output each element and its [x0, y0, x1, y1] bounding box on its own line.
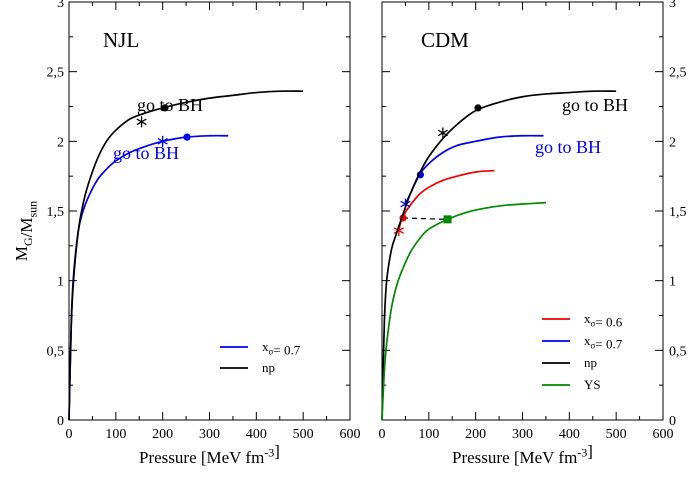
series-line-x-0-7 [404, 134, 544, 205]
x-tick-label: 400 [559, 427, 580, 442]
x-tick-label: 600 [653, 427, 674, 442]
marker-dot-x-0-7 [183, 133, 191, 141]
marker-star-np [136, 116, 147, 128]
x-tick-label: 500 [293, 427, 314, 442]
series-line-np [381, 90, 617, 421]
annotation-go-to-bh: go to BH [137, 95, 203, 115]
dashed-connector-line [403, 217, 448, 220]
y-tick-label: 1 [669, 275, 676, 290]
panel-label-njl: NJL [103, 28, 139, 52]
legend-label-x-0-7: xσ= 0.7 [262, 339, 301, 358]
y-tick-label: 0,5 [669, 344, 687, 359]
x-tick-label: 200 [152, 427, 173, 442]
x-tick-label: 500 [606, 427, 627, 442]
x-tick-label: 600 [340, 427, 361, 442]
legend-label-np: np [584, 355, 597, 370]
y-axis-label: MG/Msun [12, 201, 40, 261]
x-tick-label: 400 [246, 427, 267, 442]
marker-star-np [437, 127, 448, 139]
x-tick-label: 200 [465, 427, 486, 442]
legend-label-x-0-7: xσ= 0.7 [584, 333, 623, 352]
y-tick-label: 1,5 [669, 205, 687, 220]
x-tick-label: 0 [66, 427, 73, 442]
x-tick-label: 100 [105, 427, 126, 442]
x-axis-label: Pressure [MeV fm-3] [139, 442, 280, 467]
x-tick-label: 0 [379, 427, 386, 442]
panel-njl: NJL 0 100 200 300 400 500 600 0 0,5 1 1,5 2 2,5 3 Pres… [12, 0, 361, 467]
y-tick-label: 2,5 [669, 66, 687, 81]
panel-label-cdm: CDM [421, 28, 469, 52]
y-tick-label: 2,5 [47, 66, 65, 81]
y-tick-label: 3 [57, 0, 64, 11]
panel-cdm: CDM 0 100 200 300 400 500 60000,511,522,53Pres… [379, 0, 687, 467]
annotation-go-to-bh: go to BH [113, 143, 179, 163]
y-tick-label: 1 [57, 275, 64, 290]
x-tick-label: 300 [199, 427, 220, 442]
legend-label-x-0-6: xσ= 0.6 [584, 311, 623, 330]
annotation-go-to-bh: go to BH [562, 95, 628, 115]
legend-label-ys: YS [584, 377, 601, 392]
marker-star-x-0-7 [157, 135, 168, 147]
y-tick-label: 0,5 [47, 344, 65, 359]
marker-dot-np [161, 104, 169, 112]
annotation-go-to-bh: go to BH [535, 137, 601, 157]
series-line-np [68, 90, 304, 421]
y-tick-label: 0 [669, 414, 676, 429]
y-tick-label: 0 [57, 414, 64, 429]
plot-frame [381, 1, 664, 421]
legend-label-np: np [262, 360, 275, 375]
x-axis-label: Pressure [MeV fm-3] [452, 442, 593, 467]
y-tick-label: 1,5 [47, 205, 65, 220]
plot-frame [68, 1, 351, 421]
x-tick-label: 100 [418, 427, 439, 442]
x-tick-label: 300 [512, 427, 533, 442]
marker-dot-np [474, 104, 482, 112]
series-line-x-0-7 [68, 134, 229, 421]
y-tick-label: 2 [669, 135, 676, 150]
y-tick-label: 2 [57, 135, 64, 150]
marker-square-ys [443, 215, 452, 224]
y-tick-label: 3 [669, 0, 676, 11]
series-line-ys [381, 201, 546, 421]
